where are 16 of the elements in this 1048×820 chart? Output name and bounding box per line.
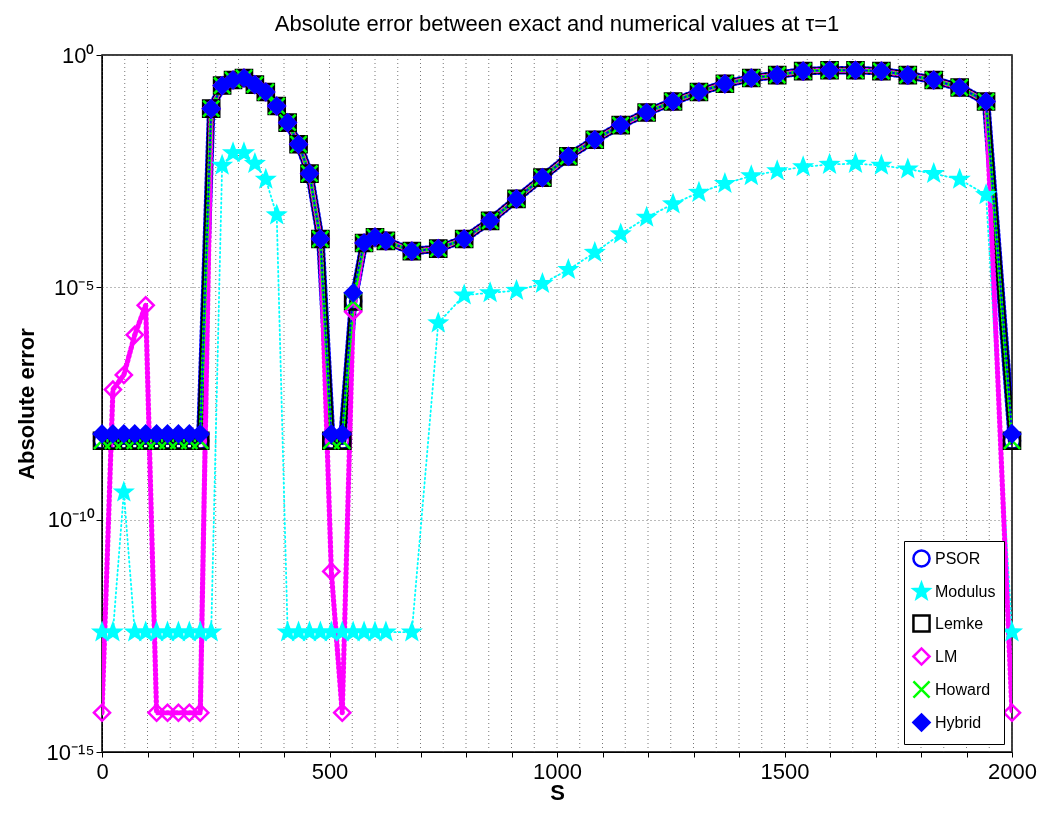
y-tick-label: 10⁻¹⁰	[47, 507, 95, 533]
x-tick-label: 2000	[988, 758, 1037, 784]
legend-label: PSOR	[935, 549, 981, 567]
legend-label: Howard	[935, 680, 991, 698]
y-axis-title: Absolute error	[13, 327, 39, 480]
y-tick-label: 10⁻¹⁵	[46, 739, 95, 765]
x-tick-label: 500	[311, 758, 349, 784]
legend-label: LM	[935, 647, 958, 665]
legend-label: Lemke	[935, 614, 984, 632]
y-tick-label: 10⁻⁵	[53, 274, 95, 300]
x-tick-label: 0	[96, 758, 109, 784]
chart-title: Absolute error between exact and numerical values at τ=1	[274, 11, 840, 36]
y-tick-label: 10⁰	[62, 42, 95, 68]
legend-label: Modulus	[935, 582, 996, 600]
legend-label: Hybrid	[935, 713, 982, 731]
x-tick-label: 1500	[760, 758, 810, 784]
